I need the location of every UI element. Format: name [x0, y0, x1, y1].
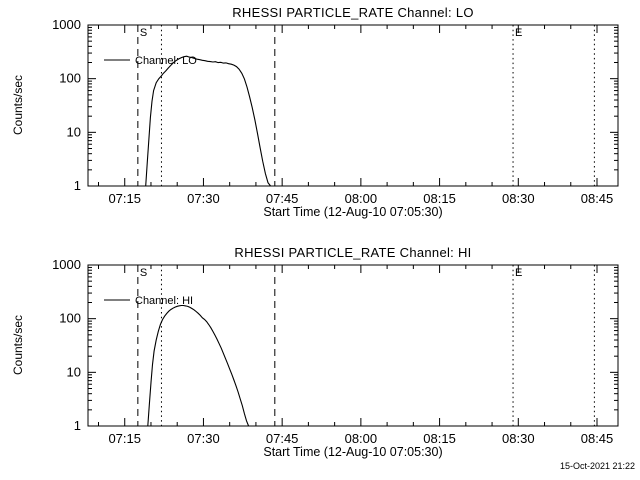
x-tick-label: 08:00 — [345, 431, 378, 446]
y-tick-label: 10 — [67, 364, 81, 379]
event-label-e: E — [515, 27, 522, 39]
y-tick-label: 100 — [59, 71, 81, 86]
particle-rate-curve — [147, 304, 250, 427]
y-tick-label: 100 — [59, 311, 81, 326]
event-label-s: S — [140, 27, 147, 39]
legend-label: Channel: LO — [135, 55, 197, 67]
legend-label: Channel: HI — [135, 295, 193, 307]
x-tick-label: 07:15 — [108, 431, 141, 446]
chart-hi-x-axis-label: Start Time (12-Aug-10 07:05:30) — [263, 445, 443, 459]
event-label-e: E — [515, 267, 522, 279]
x-tick-label: 08:30 — [502, 431, 535, 446]
x-tick-label: 07:30 — [187, 191, 220, 206]
chart-lo-plot-area: 07:15 07:30 07:45 08:00 08:15 08:30 08:45 1 10 10… — [52, 17, 619, 206]
chart-hi-plot-area: 07:15 07:30 07:45 08:00 08:15 08:30 08:45 1 10 10… — [52, 257, 619, 446]
y-tick-label: 1000 — [52, 17, 81, 32]
x-tick-label: 08:30 — [502, 191, 535, 206]
x-tick-label: 07:45 — [266, 431, 299, 446]
plot-frame — [87, 24, 619, 187]
x-tick-label: 08:00 — [345, 191, 378, 206]
x-tick-label: 08:45 — [581, 191, 614, 206]
particle-rate-curve — [145, 55, 272, 187]
y-tick-label: 1 — [74, 178, 81, 193]
x-tick-label: 08:15 — [423, 431, 456, 446]
x-tick-label: 07:45 — [266, 191, 299, 206]
plot-frame — [87, 264, 619, 427]
x-tick-label: 07:15 — [108, 191, 141, 206]
x-tick-label: 08:45 — [581, 431, 614, 446]
y-tick-label: 1 — [74, 418, 81, 433]
event-label-s: S — [140, 267, 147, 279]
chart-lo-x-axis-label: Start Time (12-Aug-10 07:05:30) — [263, 205, 443, 219]
chart-lo-title: RHESSI PARTICLE_RATE Channel: LO — [232, 5, 474, 20]
x-tick-label: 08:15 — [423, 191, 456, 206]
x-tick-label: 07:30 — [187, 431, 220, 446]
generation-timestamp: 15-Oct-2021 21:22 — [559, 461, 635, 471]
y-tick-label: 10 — [67, 124, 81, 139]
y-tick-label: 1000 — [52, 257, 81, 272]
chart-hi-title: RHESSI PARTICLE_RATE Channel: HI — [234, 245, 472, 260]
